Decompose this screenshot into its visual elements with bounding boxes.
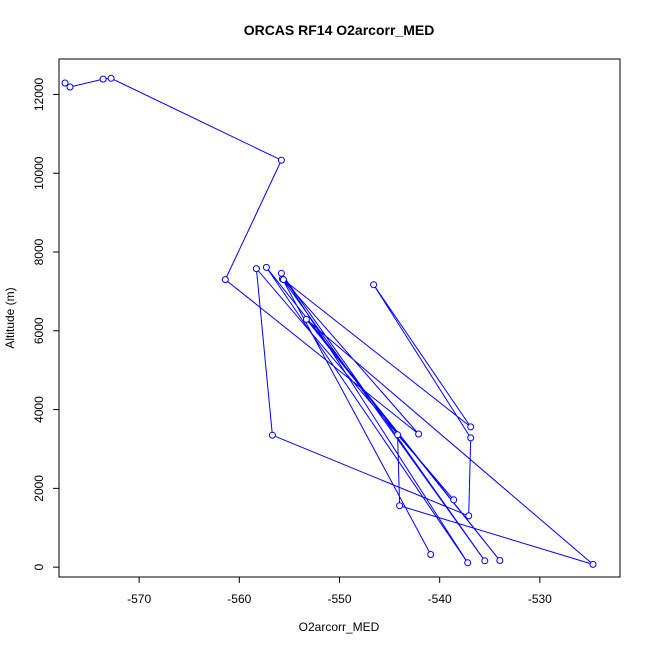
data-point bbox=[589, 560, 597, 568]
data-point bbox=[396, 502, 404, 510]
data-point bbox=[370, 281, 378, 289]
data-point bbox=[252, 265, 260, 273]
data-point bbox=[66, 83, 74, 91]
series-path bbox=[64, 77, 594, 565]
y-axis-label: Altitude (m) bbox=[3, 287, 17, 348]
data-point bbox=[268, 431, 276, 439]
data-point bbox=[221, 276, 229, 284]
data-point bbox=[302, 315, 310, 323]
plot-frame bbox=[58, 58, 621, 578]
data-point bbox=[481, 557, 489, 565]
series-line bbox=[64, 77, 594, 565]
data-point bbox=[394, 431, 402, 439]
x-axis-label: O2arcorr_MED bbox=[299, 620, 380, 634]
data-point bbox=[99, 75, 107, 83]
data-point bbox=[464, 559, 472, 567]
data-point bbox=[465, 512, 473, 520]
x-tick-label: -560 bbox=[227, 592, 251, 606]
chart-title: ORCAS RF14 O2arcorr_MED bbox=[244, 22, 435, 38]
data-point bbox=[450, 496, 458, 504]
data-point bbox=[61, 79, 69, 87]
data-point bbox=[279, 276, 287, 284]
y-tick-label: 0 bbox=[32, 563, 46, 570]
data-point bbox=[496, 557, 504, 564]
y-tick-label: 4000 bbox=[32, 396, 46, 423]
data-point bbox=[467, 434, 475, 442]
x-axis: -570 -560 -550 -540 -530 bbox=[127, 577, 552, 606]
data-point bbox=[277, 156, 285, 164]
data-point bbox=[107, 74, 115, 82]
data-point bbox=[415, 430, 423, 438]
y-tick-label: 6000 bbox=[32, 317, 46, 344]
y-tick-label: 2000 bbox=[32, 475, 46, 502]
data-point bbox=[427, 551, 435, 558]
y-axis: 0 2000 4000 6000 8000 10000 12000 bbox=[32, 77, 59, 570]
x-tick-label: -570 bbox=[127, 592, 151, 606]
data-point bbox=[467, 423, 475, 431]
y-tick-label: 8000 bbox=[32, 238, 46, 265]
data-point bbox=[262, 263, 270, 271]
y-tick-label: 12000 bbox=[32, 77, 46, 111]
series-points bbox=[61, 74, 597, 568]
x-tick-label: -540 bbox=[428, 592, 452, 606]
y-tick-label: 10000 bbox=[32, 156, 46, 190]
x-tick-label: -550 bbox=[327, 592, 351, 606]
x-tick-label: -530 bbox=[528, 592, 552, 606]
data-point bbox=[277, 269, 285, 277]
